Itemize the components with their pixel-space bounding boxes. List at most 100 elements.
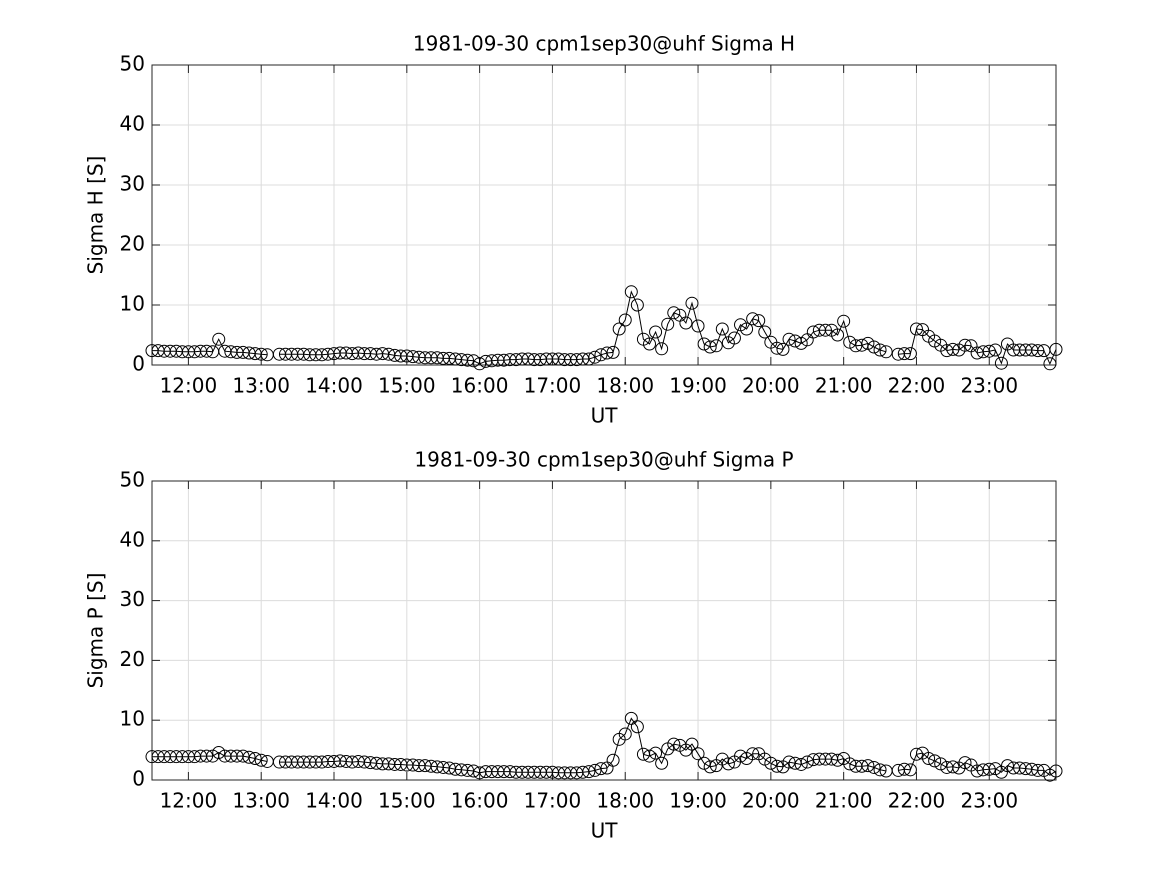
data-point bbox=[661, 317, 675, 331]
data-point bbox=[909, 322, 923, 336]
x-tick-label: 14:00 bbox=[305, 374, 363, 398]
x-tick-label: 22:00 bbox=[888, 374, 946, 398]
data-point bbox=[606, 753, 620, 767]
x-axis-label: UT bbox=[591, 404, 619, 428]
y-axis-label: Sigma H [S] bbox=[84, 156, 108, 275]
data-point bbox=[946, 760, 960, 774]
x-tick-label: 18:00 bbox=[596, 789, 654, 813]
chart-title: 1981-09-30 cpm1sep30@uhf Sigma H bbox=[413, 32, 795, 56]
data-point bbox=[582, 765, 596, 779]
data-point bbox=[988, 343, 1002, 357]
data-point bbox=[794, 757, 808, 771]
data-point bbox=[727, 331, 741, 345]
data-point bbox=[588, 350, 602, 364]
x-tick-label: 12:00 bbox=[160, 374, 218, 398]
data-point bbox=[473, 357, 487, 371]
plot-area bbox=[152, 65, 1056, 365]
data-point bbox=[782, 755, 796, 769]
axes-frame bbox=[151, 480, 1057, 781]
data-point bbox=[649, 325, 663, 339]
data-point bbox=[709, 339, 723, 353]
data-point bbox=[649, 746, 663, 760]
data-point bbox=[934, 757, 948, 771]
data-point bbox=[867, 760, 881, 774]
data-point bbox=[1031, 344, 1045, 358]
data-point bbox=[1043, 357, 1057, 371]
data-point bbox=[831, 753, 845, 767]
data-point bbox=[903, 763, 917, 777]
y-tick-label: 20 bbox=[120, 232, 145, 256]
data-point bbox=[594, 762, 608, 776]
data-point bbox=[667, 306, 681, 320]
plot-area bbox=[152, 481, 1056, 780]
x-tick-label: 13:00 bbox=[232, 374, 290, 398]
chart-title: 1981-09-30 cpm1sep30@uhf Sigma P bbox=[414, 448, 793, 472]
y-tick-label: 30 bbox=[120, 587, 145, 611]
data-point bbox=[994, 356, 1008, 370]
data-point bbox=[770, 759, 784, 773]
x-tick-label: 22:00 bbox=[888, 789, 946, 813]
data-point bbox=[600, 346, 614, 360]
data-point bbox=[1000, 759, 1014, 773]
y-tick-label: 20 bbox=[120, 647, 145, 671]
y-tick-label: 50 bbox=[120, 52, 145, 76]
data-point bbox=[254, 753, 268, 767]
data-point bbox=[903, 347, 917, 361]
y-tick-label: 50 bbox=[120, 468, 145, 492]
data-point bbox=[691, 319, 705, 333]
x-tick-label: 13:00 bbox=[232, 789, 290, 813]
data-point bbox=[861, 336, 875, 350]
x-tick-label: 21:00 bbox=[815, 374, 873, 398]
data-point bbox=[843, 757, 857, 771]
data-point bbox=[691, 747, 705, 761]
data-point bbox=[612, 322, 626, 336]
data-point bbox=[685, 296, 699, 310]
data-point bbox=[782, 332, 796, 346]
data-point bbox=[697, 756, 711, 770]
data-point bbox=[897, 347, 911, 361]
y-tick-label: 0 bbox=[132, 352, 145, 376]
data-point bbox=[873, 343, 887, 357]
data-point bbox=[988, 762, 1002, 776]
data-point bbox=[776, 342, 790, 356]
data-point bbox=[643, 337, 657, 351]
data-point bbox=[958, 338, 972, 352]
data-point bbox=[764, 756, 778, 770]
data-point bbox=[867, 340, 881, 354]
data-point bbox=[734, 749, 748, 763]
data-point bbox=[879, 345, 893, 359]
data-point bbox=[643, 749, 657, 763]
data-point bbox=[594, 348, 608, 362]
x-tick-label: 16:00 bbox=[451, 374, 509, 398]
y-tick-label: 10 bbox=[120, 707, 145, 731]
data-point bbox=[212, 332, 226, 346]
data-point bbox=[897, 762, 911, 776]
data-point bbox=[703, 340, 717, 354]
y-tick-label: 10 bbox=[120, 292, 145, 316]
x-tick-label: 17:00 bbox=[524, 374, 582, 398]
x-tick-label: 17:00 bbox=[524, 789, 582, 813]
y-tick-label: 0 bbox=[132, 767, 145, 791]
y-axis-label: Sigma P [S] bbox=[84, 573, 108, 689]
x-tick-label: 20:00 bbox=[742, 789, 800, 813]
data-point bbox=[606, 345, 620, 359]
data-point bbox=[958, 756, 972, 770]
data-point bbox=[818, 323, 832, 337]
y-tick-label: 40 bbox=[120, 112, 145, 136]
data-point bbox=[1049, 764, 1063, 778]
data-point bbox=[982, 762, 996, 776]
data-point bbox=[679, 316, 693, 330]
data-point bbox=[794, 336, 808, 350]
x-tick-label: 23:00 bbox=[960, 789, 1018, 813]
x-tick-label: 21:00 bbox=[815, 789, 873, 813]
data-point bbox=[1031, 763, 1045, 777]
data-point bbox=[752, 314, 766, 328]
x-axis-label: UT bbox=[591, 819, 619, 843]
y-tick-label: 40 bbox=[120, 527, 145, 551]
data-point bbox=[667, 737, 681, 751]
data-point bbox=[1049, 342, 1063, 356]
data-point bbox=[861, 759, 875, 773]
x-tick-label: 20:00 bbox=[742, 374, 800, 398]
